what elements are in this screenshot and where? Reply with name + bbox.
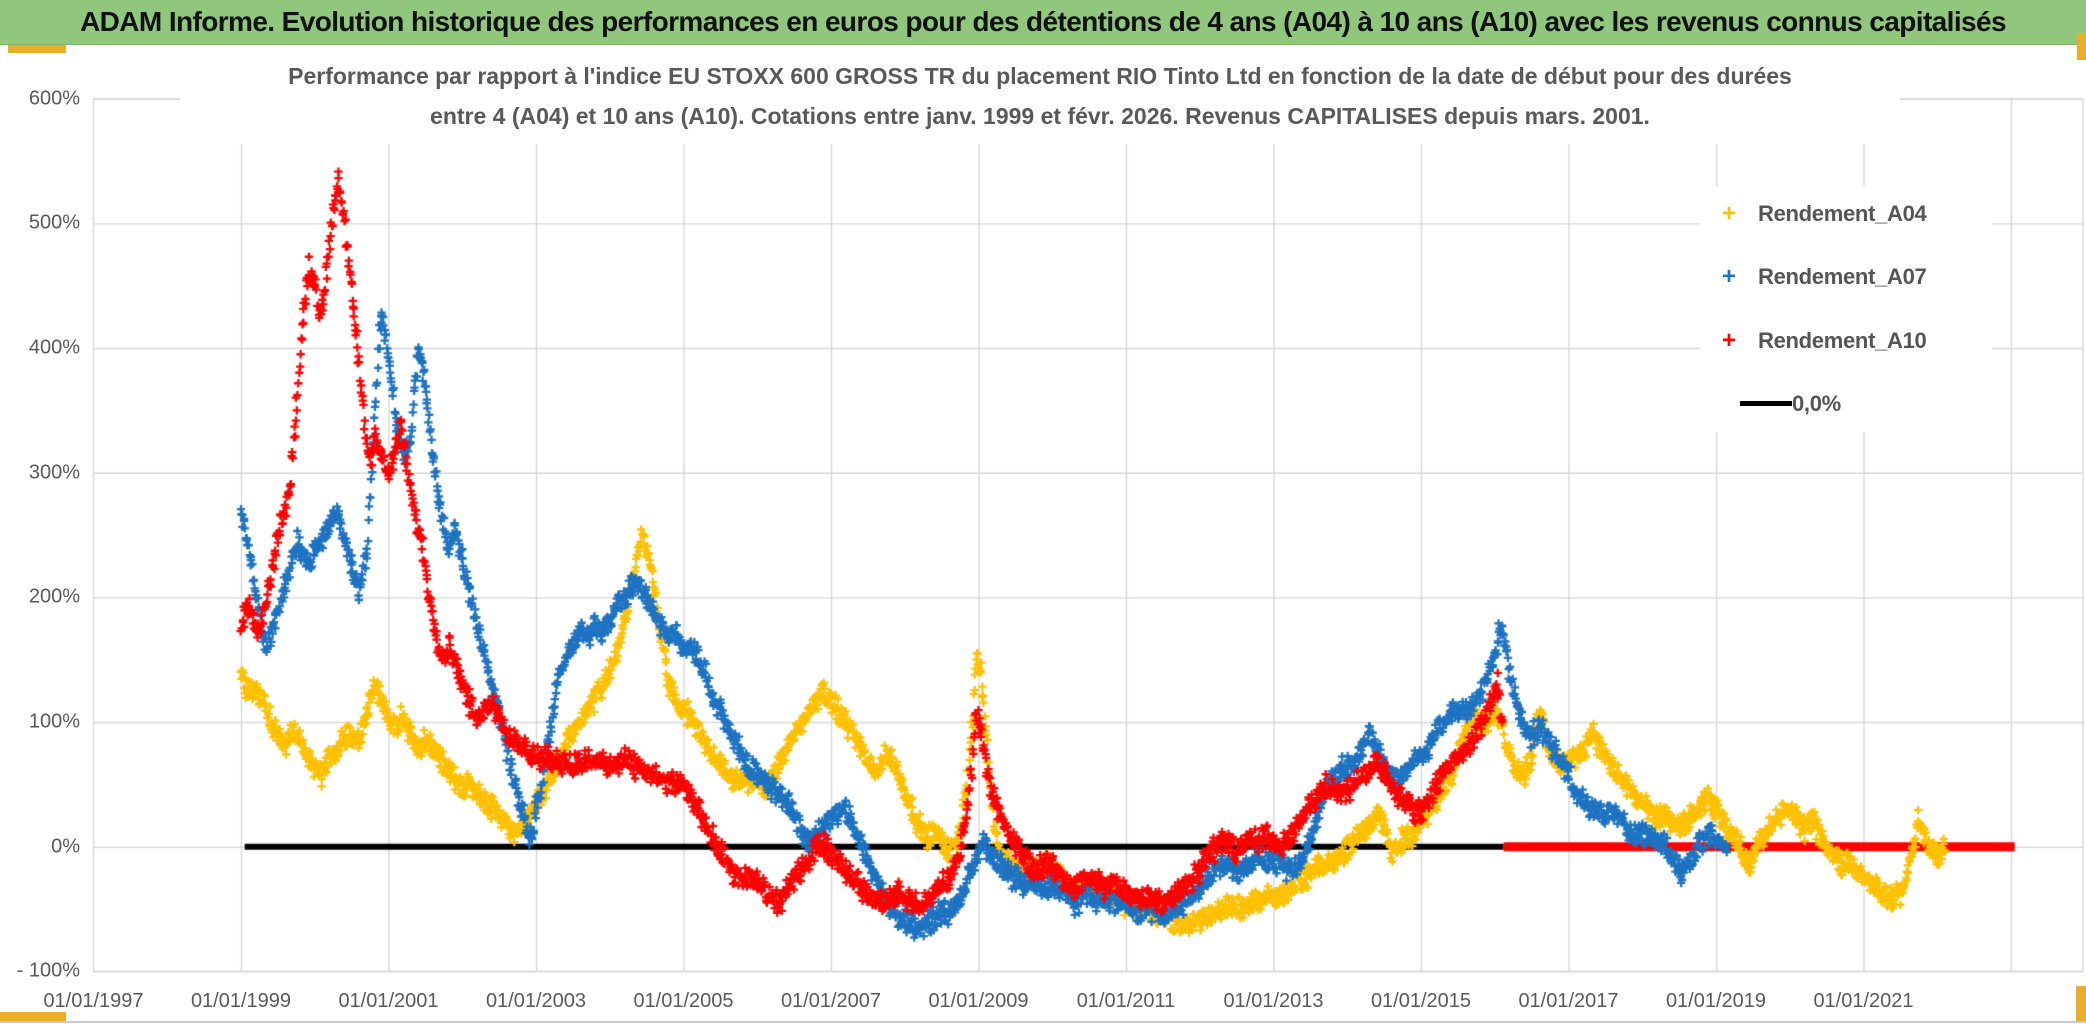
legend-item-rendement-a07[interactable]: + Rendement_A07 <box>1700 257 1992 297</box>
x-tick-label: 01/01/2013 <box>1223 990 1324 1012</box>
x-tick-label: 01/01/2007 <box>780 990 882 1012</box>
chart-title: Performance par rapport à l'indice EU ST… <box>180 56 1900 144</box>
x-tick-label: 01/01/2005 <box>633 990 734 1012</box>
legend-label: Rendement_A10 <box>1758 327 1927 353</box>
x-tick-label: 01/01/2017 <box>1518 990 1619 1012</box>
plus-marker-icon: + <box>1721 263 1736 291</box>
legend-label: Rendement_A04 <box>1758 201 1927 226</box>
chart-legend: + Rendement_A04 + Rendement_A07 + Rendem… <box>1700 186 1992 432</box>
x-tick-label: 01/01/1999 <box>190 990 292 1012</box>
y-tick-label: 600% <box>28 87 80 110</box>
zero-line-swatch-icon <box>1740 401 1792 407</box>
y-tick-label: 200% <box>28 585 80 608</box>
y-tick-label: 500% <box>28 211 80 234</box>
x-tick-label: 01/01/2021 <box>1813 990 1914 1012</box>
chart-title-line1: Performance par rapport à l'indice EU ST… <box>288 63 1792 89</box>
legend-item-rendement-a10[interactable]: + Rendement_A10 <box>1700 321 1992 361</box>
chart-title-line2: entre 4 (A04) et 10 ans (A10). Cotations… <box>430 103 1650 129</box>
x-tick-label: 01/01/2001 <box>338 990 439 1012</box>
plus-marker-icon: + <box>1721 200 1736 227</box>
legend-item-zero-line[interactable]: 0,0% <box>1700 384 1992 424</box>
plus-marker-icon: + <box>1721 326 1736 354</box>
x-tick-label: 01/01/2009 <box>928 990 1029 1012</box>
legend-label: 0,0% <box>1792 390 1841 416</box>
y-tick-label: 0% <box>51 835 80 858</box>
x-tick-label: 01/01/2011 <box>1076 990 1176 1012</box>
legend-label: Rendement_A07 <box>1758 264 1927 290</box>
x-tick-label: 01/01/2015 <box>1370 990 1472 1012</box>
y-tick-label: 400% <box>28 336 80 359</box>
y-tick-label: - 100% <box>16 959 80 982</box>
x-tick-label: 01/01/1997 <box>43 990 144 1012</box>
legend-item-rendement-a04[interactable]: + Rendement_A04 <box>1700 194 1992 234</box>
y-tick-label: 300% <box>28 461 80 484</box>
x-tick-label: 01/01/2019 <box>1665 990 1767 1012</box>
y-tick-label: 100% <box>28 710 80 733</box>
x-tick-label: 01/01/2003 <box>485 990 587 1012</box>
